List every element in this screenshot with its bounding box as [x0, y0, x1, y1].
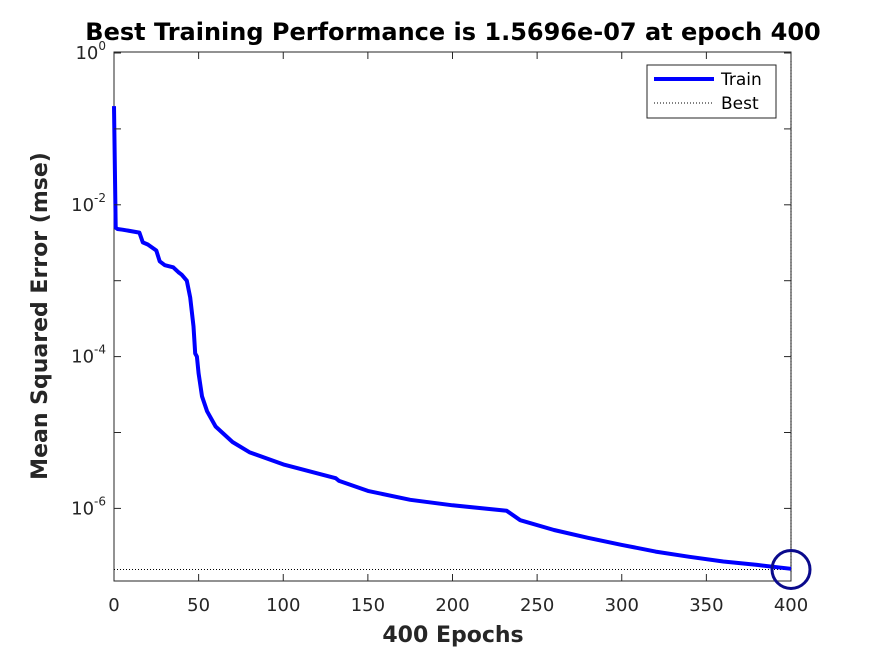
- best-circle: [770, 548, 812, 590]
- y-tick-base: 10: [75, 43, 98, 64]
- chart-title: Best Training Performance is 1.5696e-07 …: [85, 18, 820, 46]
- y-axis-label: Mean Squared Error (mse): [28, 152, 53, 480]
- y-tick-base: 10: [71, 195, 94, 216]
- x-tick-label: 250: [520, 595, 554, 616]
- legend-train-label: Train: [720, 70, 762, 90]
- y-tick-exponent: -2: [94, 191, 106, 205]
- y-tick-label: 100: [75, 39, 106, 64]
- best-marker: [770, 548, 812, 590]
- legend: Train Best: [646, 64, 777, 119]
- best-reference-lines: [114, 52, 792, 581]
- y-tick-label: 10-4: [71, 343, 106, 368]
- x-tick-label: 0: [108, 595, 119, 616]
- y-tick-exponent: -4: [94, 343, 106, 357]
- x-tick-label: 350: [689, 595, 723, 616]
- x-tick-label: 400: [774, 595, 808, 616]
- x-tick-label: 150: [351, 595, 385, 616]
- train-line: [112, 106, 792, 571]
- x-tick-label: 50: [187, 595, 210, 616]
- x-tick-label: 100: [266, 595, 300, 616]
- x-tick-label: 300: [605, 595, 639, 616]
- plot-box: [113, 51, 792, 582]
- y-tick-label: 10-2: [71, 191, 106, 216]
- y-tick-label: 10-6: [71, 494, 106, 519]
- y-tick-exponent: -6: [94, 494, 106, 508]
- legend-box: [646, 64, 777, 119]
- y-tick-base: 10: [71, 498, 94, 519]
- x-axis-label: 400 Epochs: [382, 623, 523, 648]
- train-series: [112, 106, 792, 571]
- plot-area: [113, 51, 792, 582]
- x-tick-label: 200: [435, 595, 469, 616]
- y-tick-base: 10: [71, 347, 94, 368]
- y-tick-exponent: 0: [98, 39, 106, 53]
- x-axis-ticks: 0 50 100 150 200 250 300 350 400: [108, 52, 808, 616]
- legend-best-label: Best: [721, 94, 759, 114]
